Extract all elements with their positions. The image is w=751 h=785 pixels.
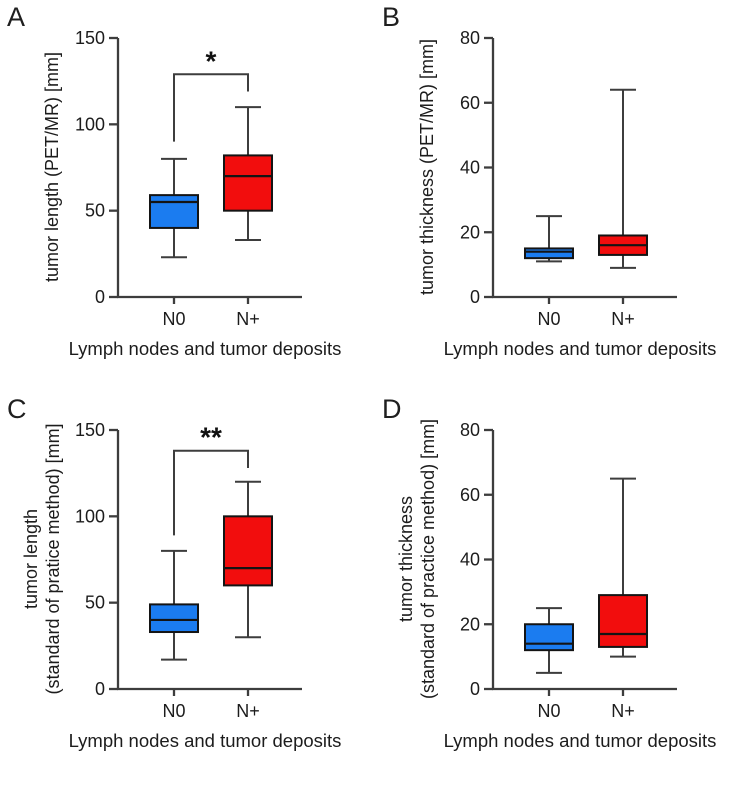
y-axis-title-line: tumor thickness [396, 496, 416, 622]
y-tick-label: 20 [460, 614, 480, 634]
x-axis-title: Lymph nodes and tumor deposits [69, 338, 342, 359]
boxplot-svg-A: 0 50 100 150 N0 N+ tumor length (PET/MR) [mm] *… [42, 28, 342, 359]
x-category-label: N0 [162, 701, 185, 721]
y-tick-label: 60 [460, 485, 480, 505]
y-axis-title-line: tumor length [21, 509, 41, 609]
box-n0 [149, 603, 199, 634]
panel-A: A 0 50 100 150 N0 N+ tumor length (PET/MR) [mm… [0, 0, 375, 392]
panel-letter-B: B [382, 2, 401, 32]
y-axis-title-line: (standard of pratice method) [mm] [43, 423, 63, 694]
x-category-label: N+ [236, 701, 260, 721]
significance-bracket [173, 73, 249, 142]
x-axis-title: Lymph nodes and tumor deposits [444, 338, 717, 359]
y-axis-title: tumor thickness (standard of practice met… [396, 419, 438, 699]
x-axis-title: Lymph nodes and tumor deposits [69, 730, 342, 751]
y-tick-label: 50 [85, 593, 105, 613]
x-category-label: N+ [236, 309, 260, 329]
y-tick-label: 150 [75, 28, 105, 48]
box-n0 [524, 247, 574, 260]
panel-letter-C: C [7, 394, 27, 424]
y-tick-label: 80 [460, 28, 480, 48]
y-tick-label: 0 [95, 679, 105, 699]
box-nplus [598, 594, 648, 648]
x-category-label: N0 [537, 701, 560, 721]
y-axis-title-line: tumor thickness (PET/MR) [mm] [417, 39, 437, 295]
y-tick-label: 0 [470, 679, 480, 699]
y-tick-label: 150 [75, 420, 105, 440]
panel-B: B 0 20 40 60 80 N0 N+ tumor thickness (PET/MR) … [375, 0, 751, 392]
x-category-label: N+ [611, 701, 635, 721]
box-nplus [223, 515, 273, 587]
y-tick-label: 20 [460, 222, 480, 242]
box-n0 [149, 194, 199, 229]
x-axis-title: Lymph nodes and tumor deposits [444, 730, 717, 751]
boxplot-svg-D: 0 20 40 60 80 N0 N+ tumor thickness (standard of… [396, 419, 717, 751]
y-axis-title-line: tumor length (PET/MR) [mm] [42, 52, 62, 282]
panel-letter-D: D [382, 394, 402, 424]
y-tick-label: 40 [460, 550, 480, 570]
y-axis-title: tumor thickness (PET/MR) [mm] [417, 39, 437, 295]
x-category-label: N0 [162, 309, 185, 329]
boxplot-svg-B: 0 20 40 60 80 N0 N+ tumor thickness (PET/MR) [m… [417, 28, 717, 359]
y-tick-label: 60 [460, 93, 480, 113]
box-n0 [524, 623, 574, 652]
significance-asterisk: ** [200, 422, 222, 453]
x-category-label: N+ [611, 309, 635, 329]
y-tick-label: 100 [75, 506, 105, 526]
y-tick-label: 0 [470, 287, 480, 307]
y-tick-label: 80 [460, 420, 480, 440]
significance-asterisk: * [206, 45, 217, 76]
boxplot-svg-C: 0 50 100 150 N0 N+ tumor length (standard of pr… [21, 420, 342, 751]
y-tick-label: 40 [460, 158, 480, 178]
panel-C: C 0 50 100 150 N0 N+ tumor length (standard of … [0, 392, 375, 785]
y-axis-title: tumor length (PET/MR) [mm] [42, 52, 62, 282]
y-tick-label: 100 [75, 114, 105, 134]
y-tick-label: 50 [85, 201, 105, 221]
y-axis-title: tumor length (standard of pratice method)… [21, 423, 63, 694]
x-category-label: N0 [537, 309, 560, 329]
panel-letter-A: A [7, 2, 26, 32]
y-axis-title-line: (standard of practice method) [mm] [418, 419, 438, 699]
box-nplus [223, 154, 273, 212]
panel-D: D 0 20 40 60 80 N0 N+ tumor thickness (standard … [375, 392, 751, 785]
y-tick-label: 0 [95, 287, 105, 307]
significance-bracket [173, 449, 249, 536]
